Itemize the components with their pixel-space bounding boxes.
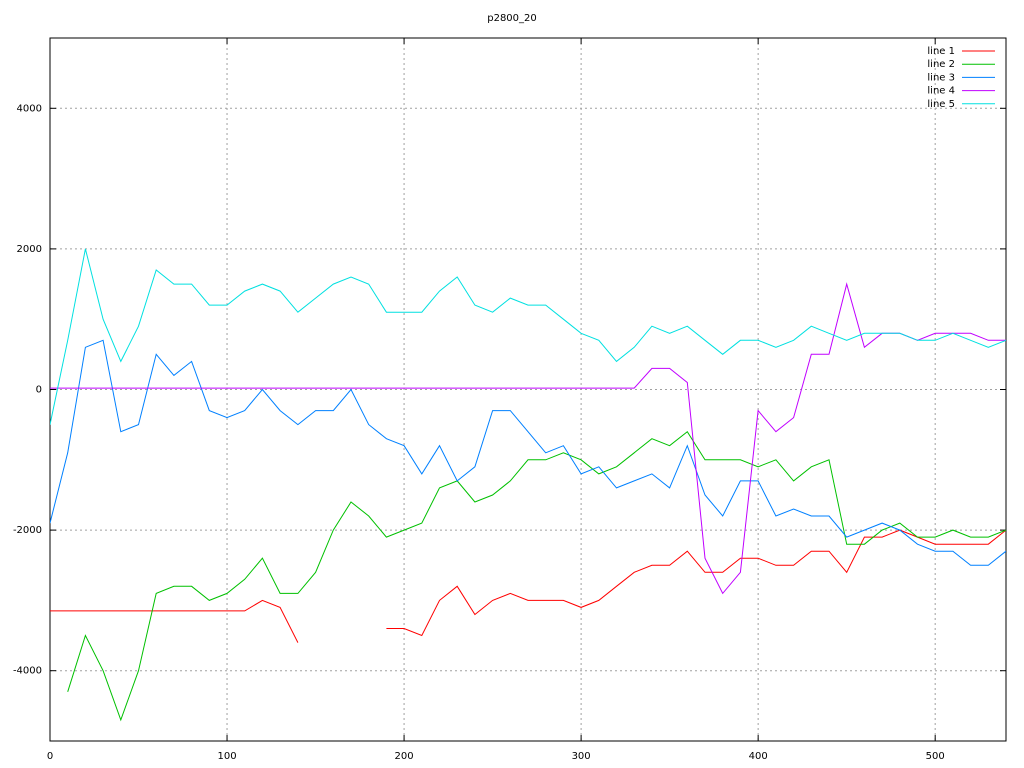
legend-label: line 4 bbox=[927, 86, 955, 97]
y-tick-label: 4000 bbox=[17, 103, 42, 114]
x-tick-label: 500 bbox=[926, 751, 945, 762]
y-tick-label: -4000 bbox=[13, 666, 42, 677]
plot-border bbox=[49, 37, 1007, 742]
x-tick-label: 100 bbox=[217, 751, 236, 762]
data-line bbox=[50, 248, 1006, 425]
x-tick-label: 0 bbox=[47, 751, 53, 762]
legend-label: line 5 bbox=[927, 99, 955, 110]
legend-label: line 3 bbox=[927, 72, 955, 83]
x-tick-label: 400 bbox=[749, 751, 768, 762]
data-line bbox=[50, 339, 1006, 566]
y-tick-label: 2000 bbox=[17, 244, 42, 255]
x-tick-label: 300 bbox=[572, 751, 591, 762]
y-tick-label: -2000 bbox=[13, 525, 42, 536]
data-line bbox=[67, 430, 1006, 722]
data-line bbox=[50, 282, 1006, 595]
x-tick-label: 200 bbox=[395, 751, 414, 762]
y-tick-label: 0 bbox=[36, 385, 42, 396]
legend-label: line 2 bbox=[927, 59, 955, 70]
legend-label: line 1 bbox=[927, 46, 955, 57]
chart-title: p2800_20 bbox=[487, 13, 537, 24]
data-line bbox=[50, 529, 1006, 643]
